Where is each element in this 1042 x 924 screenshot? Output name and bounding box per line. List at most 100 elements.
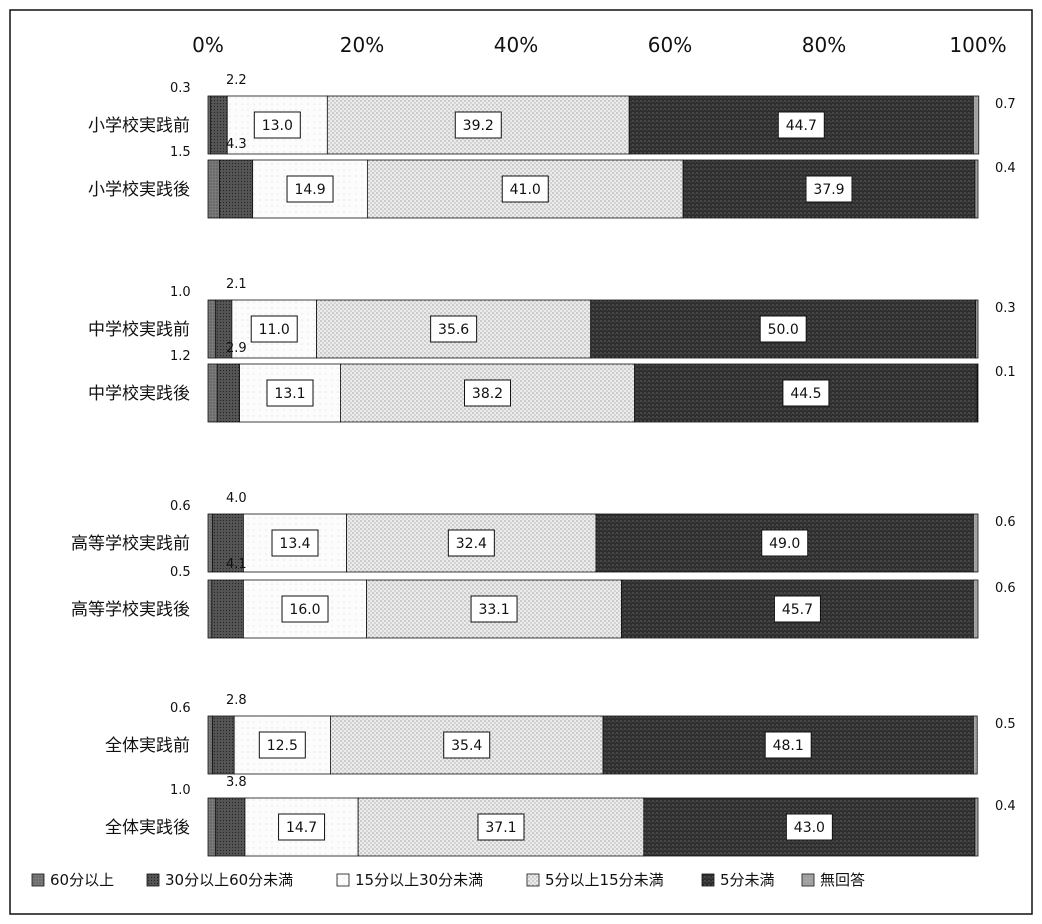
value-label-box: [764, 731, 812, 759]
value-label-box: [761, 529, 809, 557]
value-label-box: [805, 175, 853, 203]
value-label: 43.0: [794, 820, 825, 836]
legend-swatch: [526, 873, 540, 887]
value-label: 1.0: [170, 285, 191, 300]
category-label: 小学校実践前: [88, 116, 190, 136]
bar-segment: [207, 513, 214, 573]
value-label-box: [266, 379, 314, 407]
value-label: 2.1: [226, 277, 247, 292]
value-label: 48.1: [773, 738, 804, 754]
bar-segment: [972, 579, 979, 639]
value-label-box: [278, 813, 326, 841]
bar-segment: [972, 715, 978, 775]
bars: [207, 95, 980, 857]
value-label: 3.8: [226, 775, 247, 790]
value-label: 2.9: [226, 341, 247, 356]
value-label: 35.4: [451, 738, 482, 754]
value-label-box: [443, 731, 491, 759]
value-label: 14.9: [294, 182, 325, 198]
value-label: 0.6: [995, 515, 1016, 530]
value-label: 38.2: [472, 386, 503, 402]
bar-segment: [975, 299, 979, 359]
category-label: 全体実践前: [105, 736, 190, 756]
value-label: 50.0: [768, 322, 799, 338]
value-label: 0.3: [170, 81, 191, 96]
value-label: 0.7: [995, 97, 1016, 112]
value-label-box: [759, 315, 807, 343]
category-label: 中学校実践前: [88, 320, 190, 340]
legend-swatch: [801, 873, 815, 887]
legend-swatch: [31, 873, 45, 887]
category-label: 小学校実践後: [88, 180, 190, 200]
bar-segment: [207, 299, 217, 359]
value-label-box: [773, 595, 821, 623]
legend-label: 15分以上30分未満: [355, 871, 483, 889]
value-label-box: [454, 111, 502, 139]
value-label: 39.2: [463, 118, 494, 134]
value-label: 2.2: [226, 73, 247, 88]
legend-label: 60分以上: [50, 871, 114, 889]
value-label-box: [782, 379, 830, 407]
value-label-box: [477, 813, 525, 841]
value-label: 16.0: [289, 602, 320, 618]
x-tick-label: 80%: [802, 33, 846, 57]
legend-swatch: [146, 873, 160, 887]
value-label-box: [470, 595, 518, 623]
category-label: 中学校実践後: [88, 384, 190, 404]
value-label: 32.4: [456, 536, 487, 552]
value-label-box: [258, 731, 306, 759]
category-label: 全体実践後: [105, 818, 190, 838]
bar-segment: [219, 159, 254, 219]
bar-segment: [216, 363, 240, 423]
legend-label: 5分以上15分未満: [545, 871, 664, 889]
bar-segment: [207, 363, 218, 423]
bar-segment: [974, 797, 979, 857]
x-tick-label: 20%: [340, 33, 384, 57]
value-label: 0.6: [995, 581, 1016, 596]
value-label: 1.0: [170, 783, 191, 798]
legend-swatch: [336, 873, 350, 887]
value-label: 11.0: [259, 322, 290, 338]
value-label: 13.0: [262, 118, 293, 134]
value-label: 44.7: [786, 118, 817, 134]
value-label: 1.5: [170, 145, 191, 160]
value-label: 37.9: [813, 182, 844, 198]
bar-segment: [974, 159, 979, 219]
bar-segment: [211, 579, 244, 639]
value-label: 13.4: [279, 536, 310, 552]
bar-segment: [207, 159, 220, 219]
value-label-box: [777, 111, 825, 139]
bar-segment: [215, 797, 246, 857]
value-label: 45.7: [782, 602, 813, 618]
value-label: 37.1: [485, 820, 516, 836]
value-label-box: [250, 315, 298, 343]
value-label-box: [271, 529, 319, 557]
value-label-box: [501, 175, 549, 203]
value-label: 0.4: [995, 799, 1016, 814]
value-label-box: [253, 111, 301, 139]
legend-label: 30分以上60分未満: [165, 871, 293, 889]
x-tick-label: 100%: [949, 33, 1006, 57]
value-label: 0.5: [170, 565, 191, 580]
value-label: 14.7: [286, 820, 317, 836]
value-label-box: [430, 315, 478, 343]
bar-segment: [212, 715, 235, 775]
value-label: 35.6: [438, 322, 469, 338]
legend-swatch: [701, 873, 715, 887]
x-tick-label: 60%: [648, 33, 692, 57]
bar-segment: [976, 363, 979, 423]
legend-label: 5分未満: [720, 871, 775, 889]
value-label: 33.1: [478, 602, 509, 618]
bar-segment: [209, 95, 228, 155]
value-label: 0.6: [170, 499, 191, 514]
value-label: 4.3: [226, 137, 247, 152]
value-label-box: [286, 175, 334, 203]
value-label: 0.5: [995, 717, 1016, 732]
value-label-box: [785, 813, 833, 841]
value-label: 4.0: [226, 491, 247, 506]
category-label: 高等学校実践前: [71, 534, 190, 554]
value-label-box: [281, 595, 329, 623]
bar-segment: [212, 513, 244, 573]
value-label: 2.8: [226, 693, 247, 708]
